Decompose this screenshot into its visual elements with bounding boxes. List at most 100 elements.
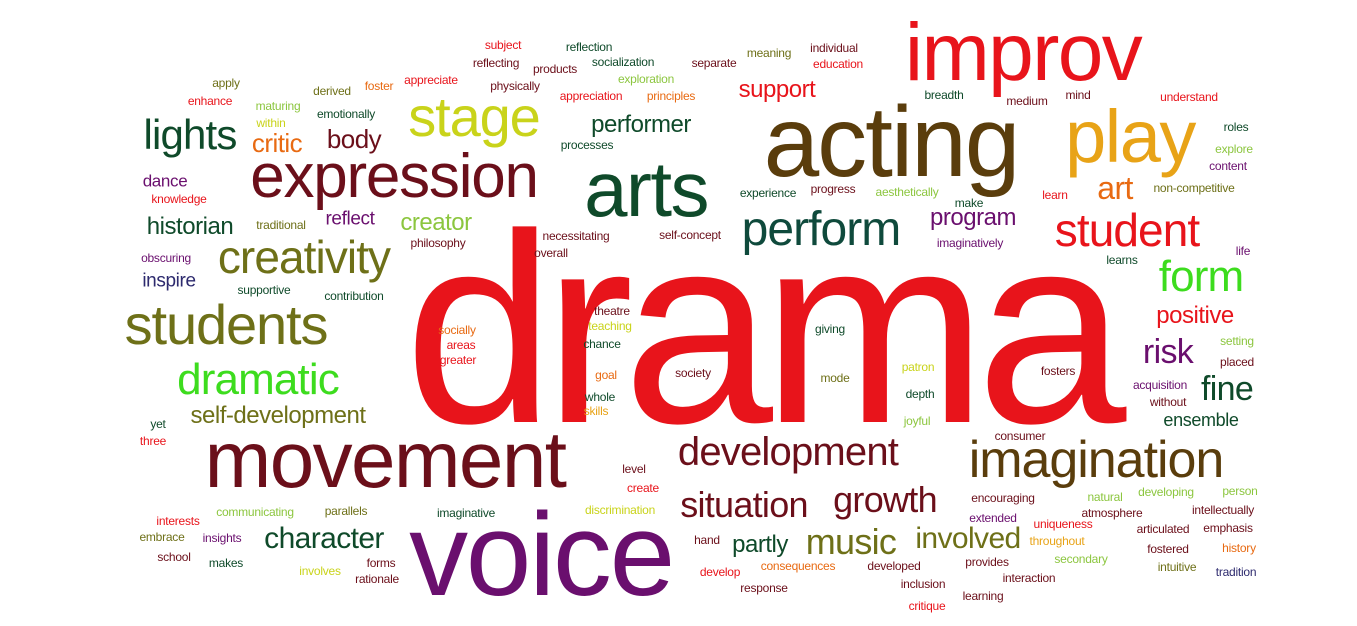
word: art <box>1097 170 1133 206</box>
word: character <box>264 522 384 555</box>
word: music <box>805 521 897 562</box>
word: student <box>1054 204 1200 256</box>
word: aesthetically <box>875 185 939 199</box>
word: extended <box>969 511 1017 525</box>
word: support <box>738 76 816 103</box>
word: critique <box>908 599 946 613</box>
word: acquisition <box>1132 378 1188 392</box>
word: patron <box>901 360 935 374</box>
word: lights <box>143 111 237 158</box>
word: fostered <box>1147 542 1189 556</box>
word: involved <box>915 522 1021 555</box>
word: traditional <box>256 218 306 232</box>
word: skills <box>583 404 609 418</box>
word: person <box>1222 484 1258 498</box>
word: makes <box>208 556 244 570</box>
word: program <box>929 204 1017 231</box>
word: foster <box>364 79 394 93</box>
word: self-concept <box>659 228 721 242</box>
word: develop <box>699 565 741 579</box>
word: products <box>532 62 578 76</box>
word: society <box>675 366 711 380</box>
word: socially <box>438 323 476 337</box>
word: joyful <box>903 414 931 428</box>
word: roles <box>1223 120 1249 134</box>
word: natural <box>1087 490 1123 504</box>
word: obscuring <box>141 251 191 265</box>
word: involves <box>299 564 341 578</box>
word: consumer <box>994 429 1046 443</box>
word: discrimination <box>585 503 655 517</box>
word: processes <box>560 138 614 152</box>
word: inspire <box>142 270 196 292</box>
word: emotionally <box>316 107 376 121</box>
word: supportive <box>237 283 291 297</box>
word: voice <box>409 489 675 621</box>
word: placed <box>1220 355 1254 369</box>
word: developing <box>1138 485 1194 499</box>
word: embrace <box>139 530 185 544</box>
word: secondary <box>1054 552 1108 566</box>
word: yet <box>150 417 166 431</box>
word: chance <box>583 337 621 351</box>
word: drama <box>404 179 1126 480</box>
word: non-competitive <box>1153 181 1235 195</box>
word: teaching <box>588 319 632 333</box>
word: movement <box>204 415 567 504</box>
word: physically <box>490 79 540 93</box>
word: maturing <box>255 99 301 113</box>
word: form <box>1158 252 1244 301</box>
word: fine <box>1200 370 1254 408</box>
word: emphasis <box>1203 521 1253 535</box>
word: partly <box>732 531 788 558</box>
word: life <box>1235 244 1251 258</box>
word: throughout <box>1029 534 1085 548</box>
word: knowledge <box>151 192 207 206</box>
word: subject <box>484 38 522 52</box>
word: stage <box>408 85 541 148</box>
word: body <box>326 124 382 154</box>
word: content <box>1209 159 1247 173</box>
word: separate <box>691 56 737 70</box>
word: consequences <box>760 559 836 573</box>
word: fosters <box>1040 364 1076 378</box>
word: provides <box>965 555 1009 569</box>
word: imaginatively <box>936 236 1004 250</box>
word: ensemble <box>1163 410 1239 430</box>
word: arts <box>584 145 709 233</box>
word: inclusion <box>900 577 946 591</box>
word: progress <box>810 182 856 196</box>
word: critic <box>251 128 303 158</box>
word: reflecting <box>472 56 520 70</box>
word: history <box>1222 541 1256 555</box>
word: play <box>1065 95 1196 178</box>
word: mode <box>820 371 850 385</box>
word: principles <box>646 89 696 103</box>
word: intuitive <box>1157 560 1197 574</box>
word: developed <box>867 559 921 573</box>
word: areas <box>446 338 476 352</box>
word: three <box>139 434 167 448</box>
word: make <box>954 196 984 210</box>
word: hand <box>694 533 720 547</box>
word: self-development <box>190 402 366 429</box>
word: positive <box>1156 302 1234 329</box>
word: level <box>622 462 646 476</box>
word: socialization <box>591 55 655 69</box>
word: meaning <box>746 46 792 60</box>
word: articulated <box>1136 522 1190 536</box>
word: education <box>813 57 863 71</box>
word: learning <box>962 589 1004 603</box>
word: setting <box>1220 334 1254 348</box>
word: parallels <box>324 504 368 518</box>
word: experience <box>739 186 797 200</box>
word: interests <box>156 514 200 528</box>
word: within <box>256 116 286 130</box>
word: creator <box>400 209 472 236</box>
word: overall <box>534 246 568 260</box>
word: insights <box>202 531 242 545</box>
word: contribution <box>324 289 384 303</box>
word: necessitating <box>542 229 610 243</box>
word: response <box>740 581 788 595</box>
